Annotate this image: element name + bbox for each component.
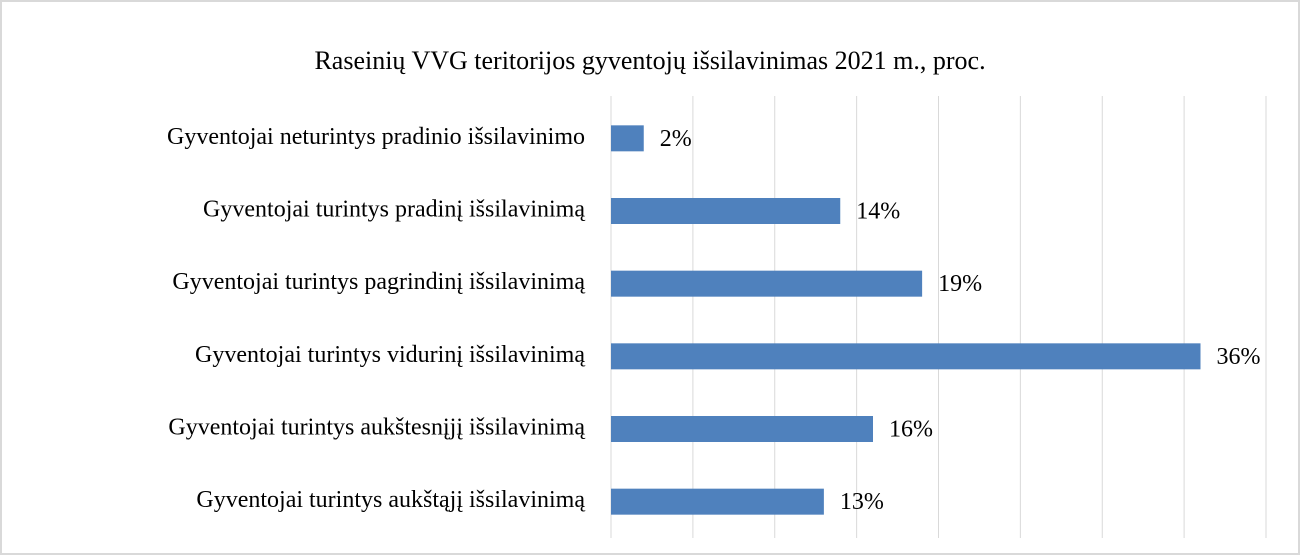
bar [611,488,824,515]
bar [611,270,923,297]
data-label: 13% [840,489,884,515]
data-label: 14% [856,199,900,225]
data-label: 16% [889,417,933,443]
bar [611,343,1201,370]
y-tick-label: Gyventojai neturintys pradinio išsilavin… [167,124,585,150]
chart-title: Raseinių VVG teritorijos gyventojų išsil… [314,46,985,75]
data-label: 36% [1217,344,1261,370]
bar [611,198,841,224]
bar [611,416,873,442]
bar [611,125,644,152]
y-tick-label: Gyventojai turintys aukštąjį išsilavinim… [196,487,585,513]
y-tick-label: Gyventojai turintys aukštesnįjį išsilavi… [168,415,585,441]
y-tick-label: Gyventojai turintys pradinį išsilavinimą [203,197,585,223]
data-label: 2% [660,126,692,152]
data-label: 19% [938,271,982,297]
y-tick-label: Gyventojai turintys pagrindinį išsilavin… [172,269,585,295]
y-tick-label: Gyventojai turintys vidurinį išsilavinim… [195,342,585,368]
